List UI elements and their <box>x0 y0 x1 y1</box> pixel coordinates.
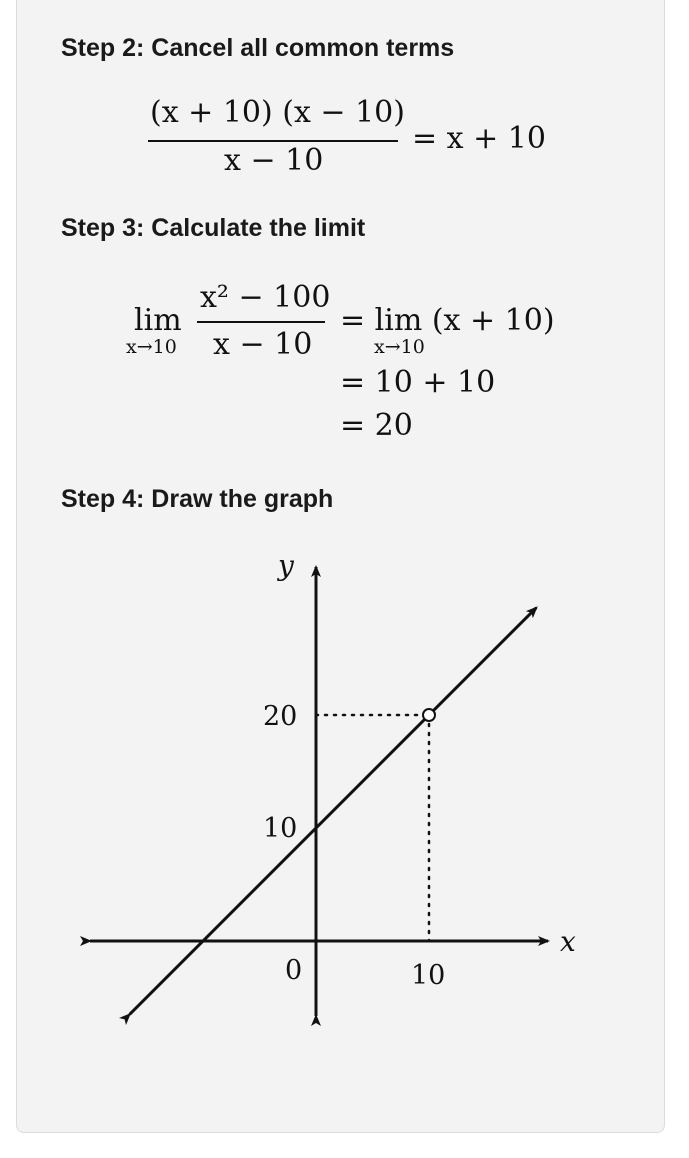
solution-card <box>16 0 665 1133</box>
limit-line-3: = 20 <box>340 408 413 443</box>
limit-fraction-bar <box>197 321 325 323</box>
step-2-heading: Step 2: Cancel all common terms <box>61 34 455 62</box>
step-3-heading: Step 3: Calculate the limit <box>61 214 366 242</box>
denominator: x − 10 <box>224 143 324 178</box>
numerator: (x + 10) (x − 10) <box>150 95 405 130</box>
lim-subscript: x→10 <box>126 336 177 358</box>
limit-line-2: = 10 + 10 <box>340 365 496 400</box>
limit-denominator: x − 10 <box>213 327 313 362</box>
step-4-heading: Step 4: Draw the graph <box>61 485 334 513</box>
result: = x + 10 <box>412 121 546 156</box>
lim-operator: lim <box>134 303 182 338</box>
limit-rhs-subscript: x→10 <box>374 336 425 358</box>
fraction-bar <box>148 140 398 142</box>
limit-rhs: = lim (x + 10) <box>340 303 555 338</box>
limit-numerator: x² − 100 <box>200 280 331 315</box>
